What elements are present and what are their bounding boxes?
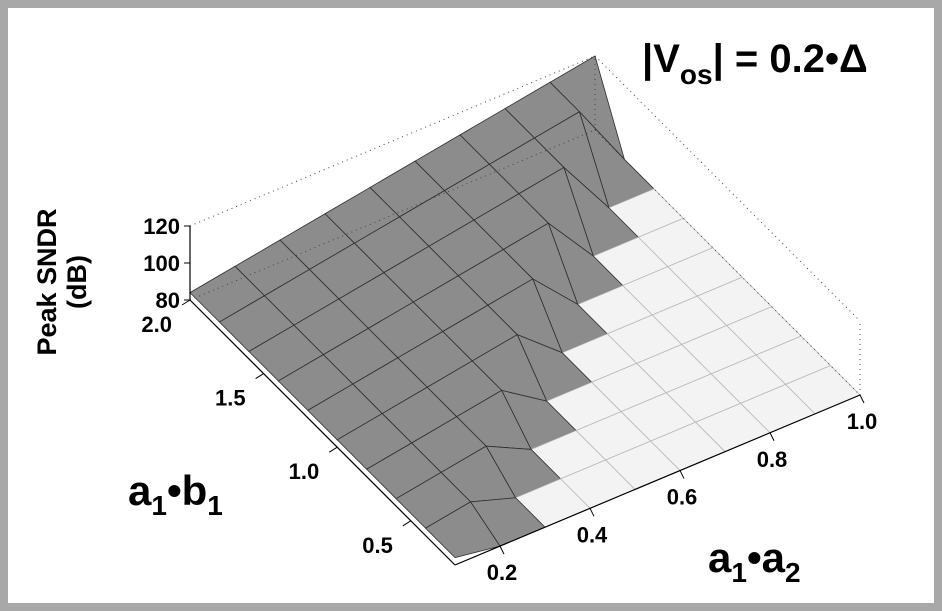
x-tick-label: 0.4 — [577, 522, 608, 547]
x-tick-label: 0.2 — [487, 560, 518, 585]
title-part: | = 0.2•Δ — [713, 37, 868, 81]
axes: 80 100 120 0.5 1.0 1.5 2.0 0.2 0.4 0.6 0.8 1.0 — [141, 55, 878, 585]
y-axis-label: a1•b1 — [128, 467, 223, 521]
x-tick — [499, 545, 505, 555]
x-tick — [589, 508, 595, 517]
x-tick — [769, 432, 775, 442]
y-tick-label: 0.5 — [362, 533, 393, 558]
x-tick-label: 0.6 — [667, 485, 698, 510]
surface-cell — [424, 501, 501, 559]
title-part: |V — [642, 37, 680, 81]
label-sub: 1 — [207, 490, 223, 521]
z-tick-label: 80 — [156, 288, 180, 313]
surface — [189, 55, 861, 559]
x-tick — [679, 470, 685, 479]
z-label-line: (dB) — [62, 255, 92, 309]
y-tick — [328, 446, 338, 453]
x-tick-label: 1.0 — [847, 409, 878, 434]
label-sub: 2 — [785, 557, 801, 588]
z-label-line: Peak SNDR — [32, 208, 62, 355]
title-sub: os — [680, 59, 713, 90]
y-tick-label: 1.0 — [289, 459, 320, 484]
y-tick — [255, 373, 264, 380]
label-part: •a — [747, 534, 786, 581]
z-tick-label: 120 — [143, 214, 180, 239]
z-tick-label: 100 — [143, 251, 180, 276]
y-tick — [181, 299, 191, 306]
label-part: •b — [167, 467, 207, 514]
label-part: a — [128, 467, 152, 514]
y-tick — [402, 520, 412, 527]
axis-line — [454, 394, 861, 566]
label-sub: 1 — [731, 557, 747, 588]
chart-title: |Vos| = 0.2•Δ — [642, 37, 868, 90]
x-tick — [859, 394, 865, 404]
x-tick-label: 0.8 — [757, 447, 788, 472]
y-tick-label: 1.5 — [215, 386, 246, 411]
x-axis-label: a1•a2 — [708, 534, 801, 588]
label-sub: 1 — [151, 490, 167, 521]
label-part: a — [708, 534, 732, 581]
y-tick-label: 2.0 — [141, 312, 172, 337]
z-axis-label: Peak SNDR (dB) — [32, 208, 92, 355]
